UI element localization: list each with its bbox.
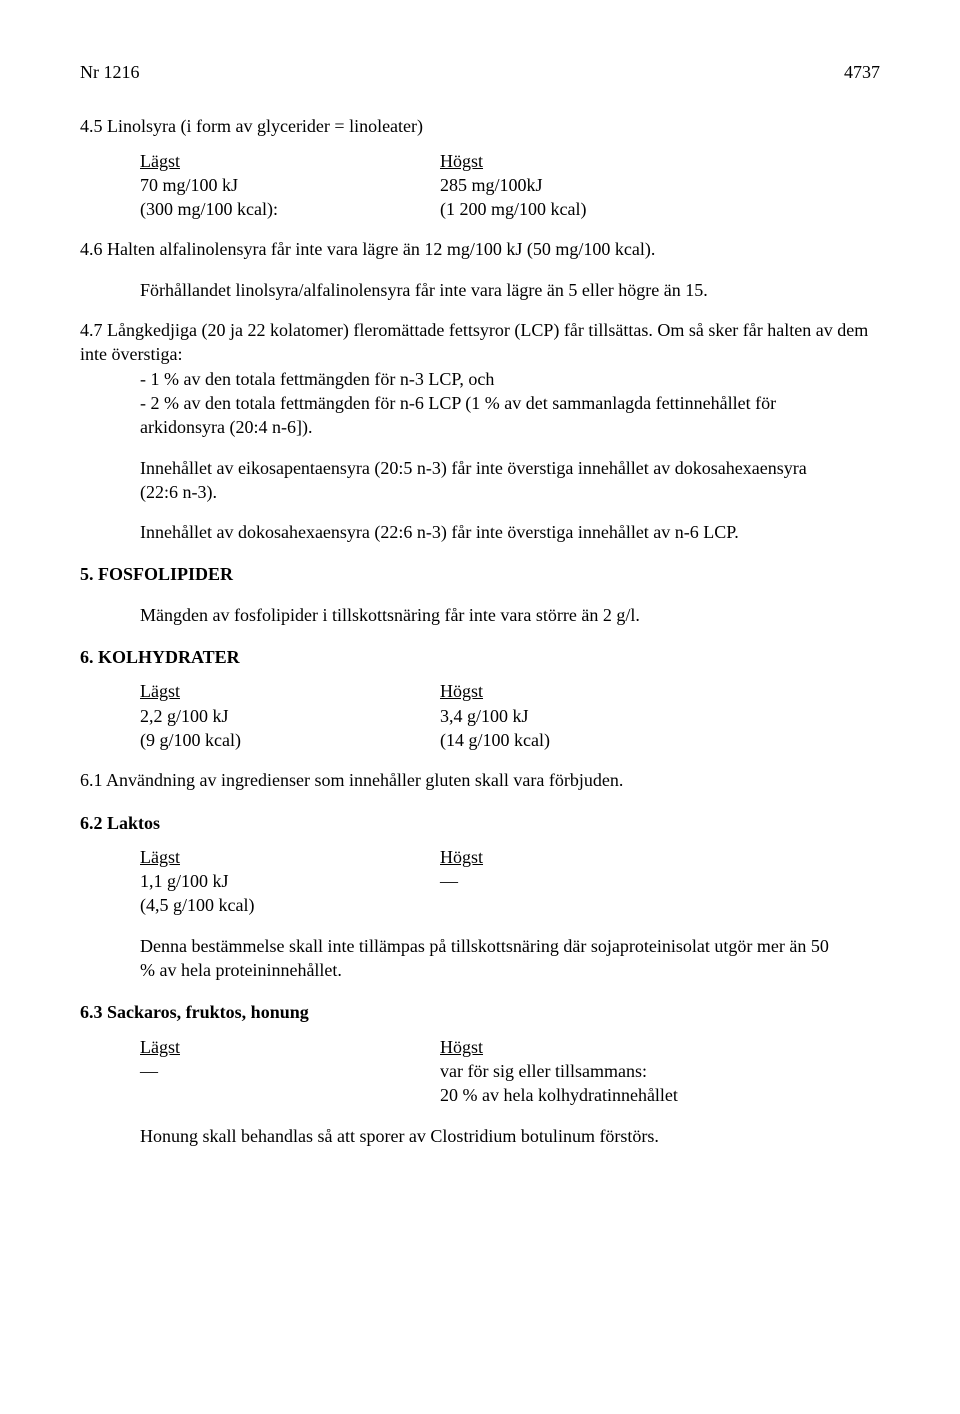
section-6-2-note: Denna bestämmelse skall inte tillämpas p… bbox=[140, 934, 840, 983]
col-lagst-6: Lägst 2,2 g/100 kJ (9 g/100 kcal) bbox=[140, 679, 440, 752]
hogst-value-2: (1 200 mg/100 kcal) bbox=[440, 197, 740, 221]
lagst-label: Lägst bbox=[140, 149, 440, 173]
lagst-label-63: Lägst bbox=[140, 1035, 440, 1059]
hogst-value-63-1: var för sig eller tillsammans: bbox=[440, 1059, 740, 1083]
section-6-3-note: Honung skall behandlas så att sporer av … bbox=[140, 1124, 840, 1148]
lagst-value-1: 70 mg/100 kJ bbox=[140, 173, 440, 197]
hogst-value-62-1: — bbox=[440, 869, 740, 893]
section-4-7-li2: - 2 % av den totala fettmängden för n-6 … bbox=[140, 391, 840, 440]
lagst-value-6-1: 2,2 g/100 kJ bbox=[140, 704, 440, 728]
section-6-2-table: Lägst 1,1 g/100 kJ (4,5 g/100 kcal) Högs… bbox=[140, 845, 880, 918]
hogst-value-6-1: 3,4 g/100 kJ bbox=[440, 704, 740, 728]
section-4-5-title: 4.5 Linolsyra (i form av glycerider = li… bbox=[80, 114, 880, 138]
section-4-6-sub: Förhållandet linolsyra/alfalinolensyra f… bbox=[140, 278, 840, 302]
col-hogst-62: Högst — bbox=[440, 845, 740, 918]
col-hogst: Högst 285 mg/100kJ (1 200 mg/100 kcal) bbox=[440, 149, 740, 222]
lagst-label-62: Lägst bbox=[140, 845, 440, 869]
hogst-label-6: Högst bbox=[440, 679, 740, 703]
section-5-text: Mängden av fosfolipider i tillskottsnäri… bbox=[140, 603, 840, 627]
lagst-value-6-2: (9 g/100 kcal) bbox=[140, 728, 440, 752]
section-6-table: Lägst 2,2 g/100 kJ (9 g/100 kcal) Högst … bbox=[140, 679, 880, 752]
section-6-title: 6. KOLHYDRATER bbox=[80, 645, 880, 669]
hogst-value-63-2: 20 % av hela kolhydratinnehållet bbox=[440, 1083, 740, 1107]
section-4-6: 4.6 Halten alfalinolensyra får inte vara… bbox=[80, 237, 880, 261]
section-4-7-li1: - 1 % av den totala fettmängden för n-3 … bbox=[140, 367, 880, 391]
header-left: Nr 1216 bbox=[80, 60, 140, 84]
col-hogst-6: Högst 3,4 g/100 kJ (14 g/100 kcal) bbox=[440, 679, 740, 752]
section-4-7-p1: Innehållet av eikosapentaensyra (20:5 n-… bbox=[140, 456, 840, 505]
col-lagst: Lägst 70 mg/100 kJ (300 mg/100 kcal): bbox=[140, 149, 440, 222]
section-4-7-lead: 4.7 Långkedjiga (20 ja 22 kolatomer) fle… bbox=[80, 318, 880, 367]
hogst-label-62: Högst bbox=[440, 845, 740, 869]
section-4-7-p2: Innehållet av dokosahexaensyra (22:6 n-3… bbox=[140, 520, 840, 544]
col-lagst-63: Lägst — bbox=[140, 1035, 440, 1108]
lagst-label-6: Lägst bbox=[140, 679, 440, 703]
section-6-3-table: Lägst — Högst var för sig eller tillsamm… bbox=[140, 1035, 880, 1108]
section-4-5-table: Lägst 70 mg/100 kJ (300 mg/100 kcal): Hö… bbox=[140, 149, 880, 222]
section-6-1: 6.1 Användning av ingredienser som inneh… bbox=[80, 768, 880, 792]
col-lagst-62: Lägst 1,1 g/100 kJ (4,5 g/100 kcal) bbox=[140, 845, 440, 918]
page-header: Nr 1216 4737 bbox=[80, 60, 880, 84]
hogst-value-6-2: (14 g/100 kcal) bbox=[440, 728, 740, 752]
lagst-value-2: (300 mg/100 kcal): bbox=[140, 197, 440, 221]
hogst-label-63: Högst bbox=[440, 1035, 740, 1059]
section-6-2-title: 6.2 Laktos bbox=[80, 811, 880, 835]
col-hogst-63: Högst var för sig eller tillsammans: 20 … bbox=[440, 1035, 740, 1108]
hogst-value-1: 285 mg/100kJ bbox=[440, 173, 740, 197]
hogst-label: Högst bbox=[440, 149, 740, 173]
lagst-value-63-1: — bbox=[140, 1059, 440, 1083]
section-6-3-title: 6.3 Sackaros, fruktos, honung bbox=[80, 1000, 880, 1024]
header-right: 4737 bbox=[844, 60, 880, 84]
lagst-value-62-2: (4,5 g/100 kcal) bbox=[140, 893, 440, 917]
lagst-value-62-1: 1,1 g/100 kJ bbox=[140, 869, 440, 893]
section-5-title: 5. FOSFOLIPIDER bbox=[80, 562, 880, 586]
